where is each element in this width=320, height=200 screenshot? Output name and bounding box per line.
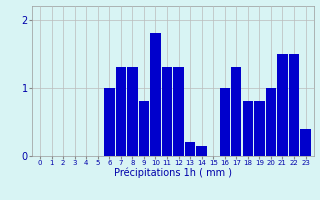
Bar (231, 67, 242, 156)
X-axis label: Précipitations 1h ( mm ): Précipitations 1h ( mm ) (114, 168, 232, 178)
Bar (243, 101, 253, 156)
Bar (127, 67, 138, 156)
Bar (173, 67, 184, 156)
Bar (150, 33, 161, 156)
Bar (254, 101, 265, 156)
Bar (220, 88, 230, 156)
Bar (196, 146, 207, 156)
Bar (185, 142, 195, 156)
Bar (277, 54, 288, 156)
Bar (300, 129, 311, 156)
Bar (162, 67, 172, 156)
Bar (289, 54, 299, 156)
Bar (139, 101, 149, 156)
Bar (266, 88, 276, 156)
Bar (104, 88, 115, 156)
Bar (116, 67, 126, 156)
